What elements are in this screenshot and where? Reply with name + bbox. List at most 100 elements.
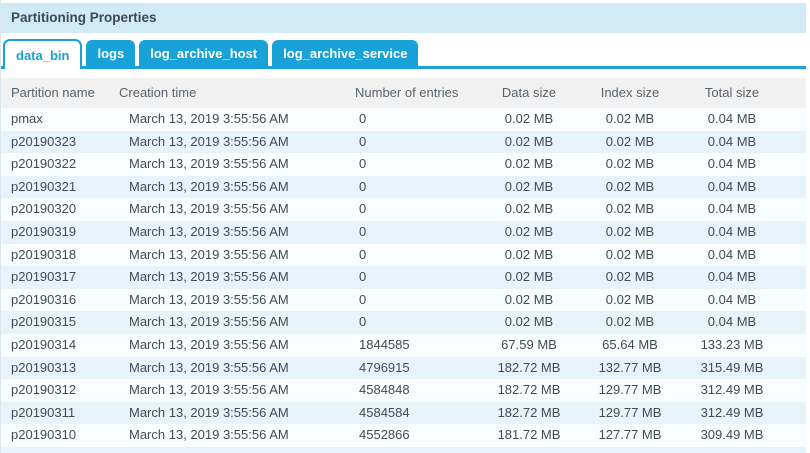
column-header-creation-time: Creation time	[119, 85, 197, 100]
cell: 0.02 MB	[605, 178, 655, 194]
cell: March 13, 2019 3:55:56 AM	[129, 133, 289, 149]
cell: 65.64 MB	[602, 336, 658, 352]
cell: 0	[359, 291, 367, 307]
table-row[interactable]: p20190323 March 13, 2019 3:55:56 AM 0 0.02 …	[1, 130, 806, 154]
cell: 0.02 MB	[605, 223, 655, 239]
cell: 0.02 MB	[605, 133, 655, 149]
cell: p20190313	[11, 359, 77, 375]
cell: March 13, 2019 3:55:56 AM	[129, 156, 289, 172]
cell: 182.72 MB	[497, 359, 561, 375]
cell: 129.77 MB	[598, 404, 662, 420]
table-row[interactable]: p20190319 March 13, 2019 3:55:56 AM 0 0.02 …	[1, 220, 806, 244]
cell: 0.02 MB	[605, 269, 655, 285]
table-row[interactable]: p20190316 March 13, 2019 3:55:56 AM 0 0.02 …	[1, 288, 806, 312]
table-body: pmax March 13, 2019 3:55:56 AM 0 0.02 MB 0.0…	[1, 108, 806, 453]
table-row[interactable]: p20190322 March 13, 2019 3:55:56 AM 0 0.02 …	[1, 153, 806, 176]
cell: March 13, 2019 3:55:56 AM	[129, 223, 289, 239]
cell: 0.04 MB	[707, 111, 757, 126]
cell: 0.02 MB	[504, 269, 554, 285]
cell: March 13, 2019 3:55:56 AM	[129, 314, 289, 330]
cell: pmax	[11, 111, 43, 126]
cell: p20190314	[11, 336, 77, 352]
cell: 0.02 MB	[605, 111, 655, 126]
cell: p20190323	[11, 133, 77, 149]
table-row[interactable]: p20190314 March 13, 2019 3:55:56 AM 184458…	[1, 333, 806, 357]
cell: 0.02 MB	[605, 314, 655, 330]
table-row[interactable]: p20190318 March 13, 2019 3:55:56 AM 0 0.02 …	[1, 243, 806, 267]
cell: 0.02 MB	[605, 201, 655, 217]
cell: p20190318	[11, 246, 77, 262]
table-row-partial	[1, 446, 806, 453]
cell: 181.72 MB	[497, 427, 561, 443]
cell: 4584848	[359, 382, 410, 398]
column-header-partition-name: Partition name	[11, 85, 95, 100]
cell: March 13, 2019 3:55:56 AM	[129, 178, 289, 194]
cell: 312.49 MB	[700, 404, 764, 420]
cell: March 13, 2019 3:55:56 AM	[129, 382, 289, 398]
cell: p20190317	[11, 269, 77, 285]
table-row[interactable]: p20190312 March 13, 2019 3:55:56 AM 458484…	[1, 379, 806, 402]
cell: 0.02 MB	[504, 291, 554, 307]
cell: 0	[359, 246, 367, 262]
tab-data_bin[interactable]: data_bin	[3, 39, 83, 69]
cell: 0.02 MB	[504, 246, 554, 262]
cell: March 13, 2019 3:55:56 AM	[129, 246, 289, 262]
cell: 182.72 MB	[497, 404, 561, 420]
cell: 0.02 MB	[605, 291, 655, 307]
table-row[interactable]: p20190310 March 13, 2019 3:55:56 AM 455286…	[1, 424, 806, 447]
cell: 0.02 MB	[504, 223, 554, 239]
table-header: Partition name Creation time Number of e…	[1, 78, 806, 108]
cell: p20190316	[11, 291, 77, 307]
cell: p20190315	[11, 314, 77, 330]
table-row[interactable]: p20190317 March 13, 2019 3:55:56 AM 0 0.02 …	[1, 266, 806, 289]
table-row[interactable]: p20190321 March 13, 2019 3:55:56 AM 0 0.02 …	[1, 175, 806, 199]
cell: 0.02 MB	[504, 178, 554, 194]
cell: 0.02 MB	[504, 156, 554, 172]
cell: p20190319	[11, 223, 77, 239]
cell: 0.02 MB	[605, 156, 655, 172]
cell: 1844585	[359, 336, 410, 352]
partitions-table: Partition name Creation time Number of e…	[1, 78, 806, 453]
cell: 129.77 MB	[598, 382, 662, 398]
cell: 0.02 MB	[504, 111, 554, 126]
cell: 4796915	[359, 359, 410, 375]
cell: 0	[359, 223, 367, 239]
cell: p20190310	[11, 427, 77, 443]
cell: 67.59 MB	[501, 336, 557, 352]
cell: March 13, 2019 3:55:56 AM	[129, 291, 289, 307]
column-header-total-size: Total size	[704, 85, 760, 100]
tab-log_archive_host[interactable]: log_archive_host	[139, 40, 269, 66]
cell: p20190311	[11, 404, 76, 420]
cell: 0	[359, 269, 367, 285]
cell: p20190322	[11, 156, 77, 172]
cell: 315.49 MB	[700, 359, 764, 375]
cell: March 13, 2019 3:55:56 AM	[129, 201, 289, 217]
table-row[interactable]: pmax March 13, 2019 3:55:56 AM 0 0.02 MB 0.0…	[1, 108, 806, 131]
cell: 182.72 MB	[497, 382, 561, 398]
cell: March 13, 2019 3:55:56 AM	[129, 427, 289, 443]
cell: 0.04 MB	[707, 314, 757, 330]
cell: 127.77 MB	[598, 427, 662, 443]
table-row[interactable]: p20190311 March 13, 2019 3:55:56 AM 458458…	[1, 401, 806, 425]
table-row[interactable]: p20190313 March 13, 2019 3:55:56 AM 479691…	[1, 356, 806, 380]
cell: 0.02 MB	[504, 201, 554, 217]
cell: 0	[359, 156, 367, 172]
cell: 133.23 MB	[700, 336, 764, 352]
table-row[interactable]: p20190315 March 13, 2019 3:55:56 AM 0 0.02 …	[1, 311, 806, 334]
cell: 0.04 MB	[707, 201, 757, 217]
cell: 0	[359, 201, 367, 217]
cell: March 13, 2019 3:55:56 AM	[129, 336, 289, 352]
tab-log_archive_service[interactable]: log_archive_service	[272, 40, 419, 66]
cell: p20190321	[11, 178, 77, 194]
cell: March 13, 2019 3:55:56 AM	[129, 359, 289, 375]
tab-bar: data_bin logs log_archive_host log_archive_…	[1, 39, 806, 69]
cell: March 13, 2019 3:55:56 AM	[129, 404, 289, 420]
cell: 0.04 MB	[707, 133, 757, 149]
table-row[interactable]: p20190320 March 13, 2019 3:55:56 AM 0 0.02 …	[1, 198, 806, 221]
panel-title: Partitioning Properties	[1, 3, 806, 33]
cell: March 13, 2019 3:55:56 AM	[129, 111, 289, 126]
tab-logs[interactable]: logs	[86, 40, 136, 66]
column-header-index-size: Index size	[600, 85, 660, 100]
cell: 0.02 MB	[504, 133, 554, 149]
